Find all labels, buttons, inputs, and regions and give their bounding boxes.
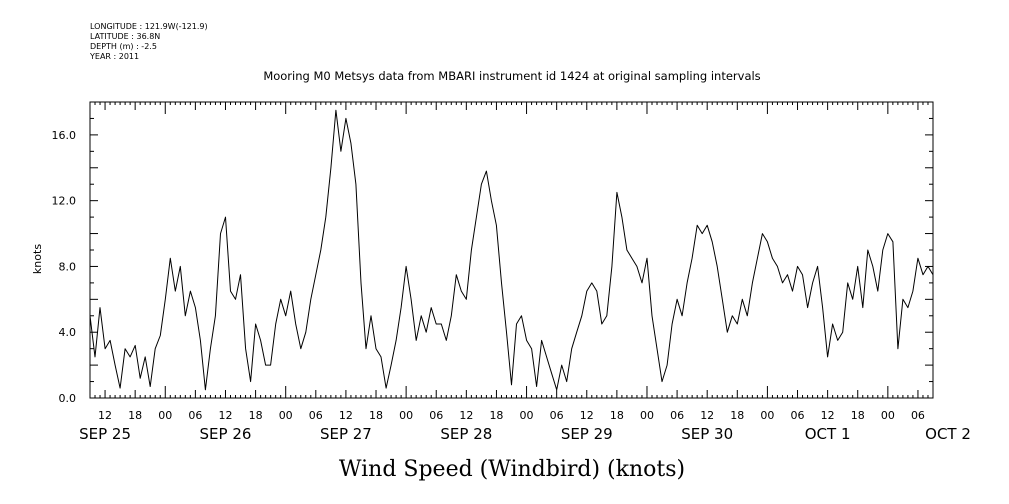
x-tick-label: 06 [670,409,684,422]
x-day-label: SEP 30 [681,425,733,443]
year-label: YEAR : 2011 [89,52,139,61]
x-tick-label: 00 [520,409,534,422]
y-tick-label: 12.0 [52,195,77,208]
x-tick-label: 18 [610,409,624,422]
x-tick-label: 00 [279,409,293,422]
x-day-label: SEP 27 [320,425,372,443]
x-tick-label: 00 [399,409,413,422]
x-tick-label: 12 [218,409,232,422]
x-tick-label: 12 [459,409,473,422]
depth-label: DEPTH (m) : -2.5 [90,42,157,51]
x-tick-label: 00 [881,409,895,422]
x-day-label: SEP 25 [79,425,131,443]
x-tick-label: 18 [851,409,865,422]
x-day-label: OCT 2 [925,425,971,443]
x-day-label: SEP 29 [561,425,613,443]
x-tick-label: 06 [550,409,564,422]
y-tick-label: 4.0 [59,326,77,339]
x-tick-label: 06 [911,409,925,422]
y-axis: 0.0 4.0 8.0 12.0 16.0 [52,101,933,405]
x-tick-label: 12 [339,409,353,422]
x-day-label: OCT 1 [805,425,851,443]
y-tick-label: 8.0 [59,260,77,273]
x-tick-label: 12 [580,409,594,422]
chart-title: Mooring M0 Metsys data from MBARI instru… [263,69,760,83]
x-tick-label: 06 [309,409,323,422]
x-tick-label: 12 [700,409,714,422]
wind-speed-line [89,109,934,391]
y-tick-label: 0.0 [59,392,77,405]
x-tick-label: 12 [98,409,112,422]
x-tick-label: 00 [158,409,172,422]
series-group [89,109,934,391]
x-tick-label: 00 [760,409,774,422]
x-tick-label: 18 [369,409,383,422]
x-day-label: SEP 28 [440,425,492,443]
x-day-label: SEP 26 [200,425,252,443]
x-axis-label: Wind Speed (Windbird) (knots) [339,457,685,482]
x-tick-label: 06 [429,409,443,422]
x-tick-label: 12 [821,409,835,422]
x-tick-label: 00 [640,409,654,422]
y-axis-label: knots [31,244,44,274]
y-tick-label: 16.0 [52,129,77,142]
x-tick-label: 18 [249,409,263,422]
x-tick-label: 18 [128,409,142,422]
x-axis: 12 18 00 06 12 18 00 06 12 18 00 06 12 18 00 06 12 18 00 06… [79,102,971,443]
latitude-label: LATITUDE : 36.8N [90,32,160,41]
plot-frame [89,101,934,399]
x-tick-label: 18 [489,409,503,422]
longitude-label: LONGITUDE : 121.9W(-121.9) [90,22,208,31]
x-tick-label: 06 [188,409,202,422]
x-tick-label: 18 [730,409,744,422]
x-tick-label: 06 [791,409,805,422]
